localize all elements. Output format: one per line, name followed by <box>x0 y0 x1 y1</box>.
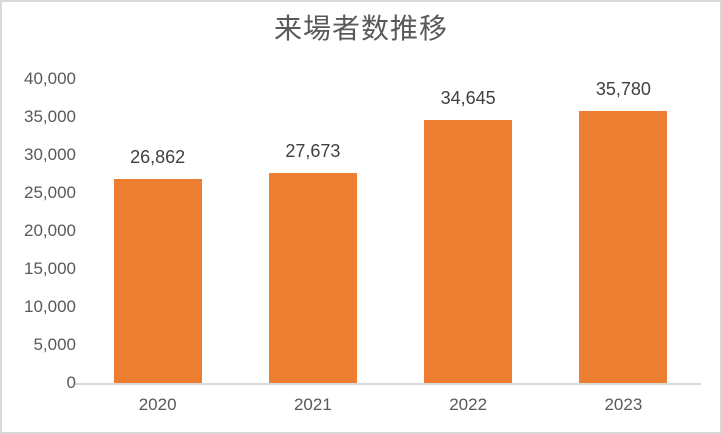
x-axis-tick-label: 2022 <box>449 395 488 414</box>
x-axis-line <box>74 383 701 385</box>
y-axis-tick-label: 0 <box>66 373 76 392</box>
y-axis-tick-label: 30,000 <box>24 145 76 164</box>
y-axis-tick-label: 10,000 <box>24 297 76 316</box>
y-axis-tick-label: 25,000 <box>24 183 76 202</box>
bar-2020 <box>113 178 202 383</box>
x-axis-tick-label: 2020 <box>138 395 177 414</box>
data-label: 27,673 <box>285 140 341 161</box>
data-label: 35,780 <box>595 79 651 100</box>
chart-title: 来場者数推移 <box>273 13 448 44</box>
y-axis-tick-label: 35,000 <box>24 107 76 126</box>
y-axis-tick-label: 20,000 <box>24 221 76 240</box>
y-axis-tick-label: 5,000 <box>33 335 76 354</box>
y-axis-tick-label: 40,000 <box>24 69 76 88</box>
bar-2023 <box>579 111 668 383</box>
x-axis-tick-label: 2023 <box>604 395 643 414</box>
bar-2022 <box>424 119 513 383</box>
x-axis-tick-label: 2021 <box>293 395 332 414</box>
data-label: 34,645 <box>440 87 496 108</box>
data-label: 26,862 <box>130 146 186 167</box>
y-axis-tick-label: 15,000 <box>24 259 76 278</box>
bar-2021 <box>268 172 357 383</box>
